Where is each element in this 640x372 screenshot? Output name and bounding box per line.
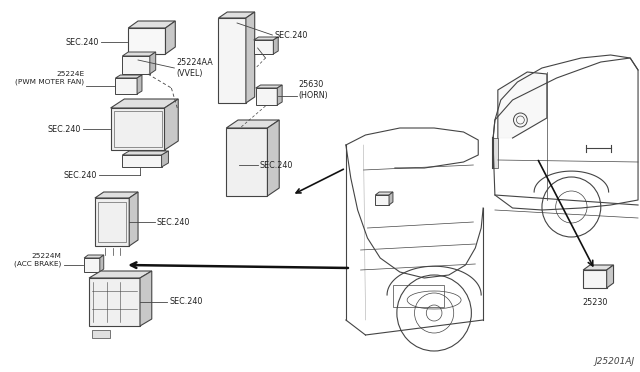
Polygon shape bbox=[111, 99, 178, 108]
Bar bbox=[256, 88, 277, 105]
Polygon shape bbox=[122, 151, 168, 155]
Text: SEC.240: SEC.240 bbox=[65, 38, 99, 46]
Text: 25630
(HORN): 25630 (HORN) bbox=[299, 80, 328, 100]
Bar bbox=[227, 128, 268, 196]
Polygon shape bbox=[246, 12, 255, 103]
Polygon shape bbox=[84, 255, 104, 258]
Bar bbox=[98, 202, 126, 242]
Text: 25224AA
(VVEL): 25224AA (VVEL) bbox=[176, 58, 213, 78]
Polygon shape bbox=[89, 271, 152, 278]
Bar bbox=[122, 56, 150, 74]
Polygon shape bbox=[375, 192, 393, 195]
Polygon shape bbox=[166, 21, 175, 54]
Bar bbox=[218, 18, 246, 103]
Polygon shape bbox=[129, 192, 138, 246]
Bar bbox=[113, 111, 161, 147]
Text: SEC.240: SEC.240 bbox=[170, 298, 203, 307]
Bar bbox=[122, 155, 161, 167]
Polygon shape bbox=[137, 75, 142, 94]
Polygon shape bbox=[164, 99, 178, 150]
Polygon shape bbox=[389, 192, 393, 205]
Polygon shape bbox=[273, 37, 278, 54]
Bar bbox=[375, 195, 389, 205]
Polygon shape bbox=[268, 120, 279, 196]
Polygon shape bbox=[115, 75, 142, 78]
Text: SEC.240: SEC.240 bbox=[275, 31, 308, 39]
Polygon shape bbox=[253, 37, 278, 40]
Polygon shape bbox=[256, 85, 282, 88]
Polygon shape bbox=[607, 265, 614, 288]
Polygon shape bbox=[277, 85, 282, 105]
Bar bbox=[89, 278, 140, 326]
Bar bbox=[493, 138, 498, 168]
Polygon shape bbox=[583, 265, 614, 270]
Bar bbox=[393, 285, 444, 307]
Bar bbox=[111, 108, 164, 150]
Text: 25230: 25230 bbox=[582, 298, 607, 307]
Bar bbox=[253, 40, 273, 54]
Text: 25224E
(PWM MOTER FAN): 25224E (PWM MOTER FAN) bbox=[15, 71, 84, 85]
Text: SEC.240: SEC.240 bbox=[260, 160, 293, 170]
Bar bbox=[115, 78, 137, 94]
Text: 25224M
(ACC BRAKE): 25224M (ACC BRAKE) bbox=[14, 253, 61, 267]
Polygon shape bbox=[161, 151, 168, 167]
Text: SEC.240: SEC.240 bbox=[63, 170, 97, 180]
Bar bbox=[84, 258, 100, 272]
Text: SEC.240: SEC.240 bbox=[48, 125, 81, 134]
Polygon shape bbox=[95, 192, 138, 198]
Polygon shape bbox=[128, 21, 175, 28]
Polygon shape bbox=[150, 52, 156, 74]
Polygon shape bbox=[140, 271, 152, 326]
Polygon shape bbox=[100, 255, 104, 272]
Text: J25201AJ: J25201AJ bbox=[595, 357, 635, 366]
Polygon shape bbox=[227, 120, 279, 128]
Polygon shape bbox=[218, 12, 255, 18]
Polygon shape bbox=[122, 52, 156, 56]
Bar bbox=[583, 270, 607, 288]
Bar bbox=[128, 28, 166, 54]
Text: SEC.240: SEC.240 bbox=[157, 218, 190, 227]
Bar bbox=[92, 330, 109, 338]
Bar bbox=[95, 198, 129, 246]
Polygon shape bbox=[498, 72, 547, 138]
